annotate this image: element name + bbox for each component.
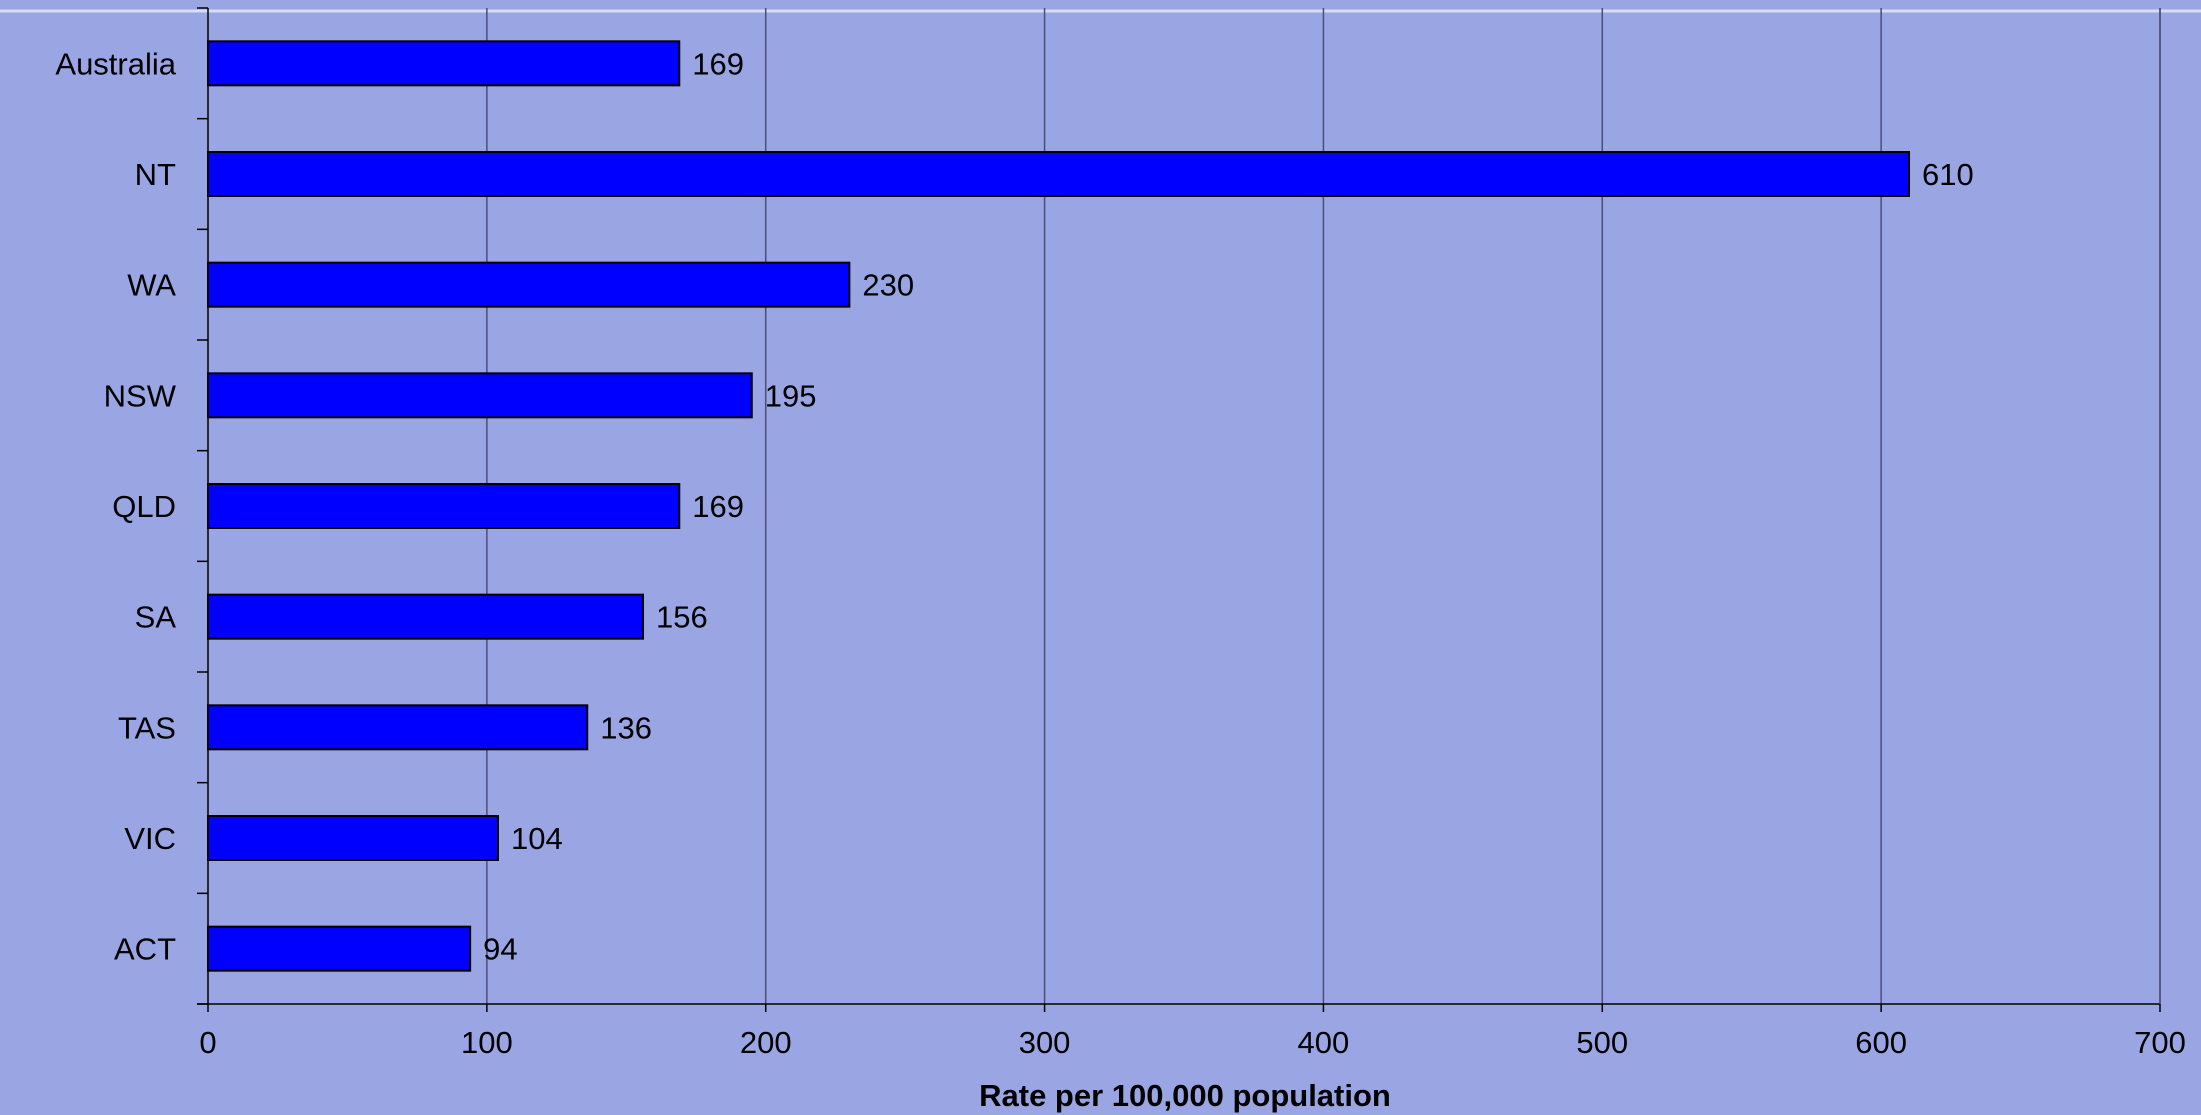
data-label: 94 [483, 932, 517, 967]
bar-tas [207, 704, 589, 751]
data-label: 136 [600, 710, 652, 745]
bar-wa [207, 261, 851, 308]
data-label: 104 [511, 821, 563, 856]
x-tick-label: 400 [1298, 1025, 1350, 1060]
x-tick-label: 100 [461, 1025, 513, 1060]
axes [197, 7, 2161, 1012]
x-tick-label: 700 [2134, 1025, 2186, 1060]
x-tick-label: 0 [199, 1025, 216, 1060]
category-label: SA [135, 600, 177, 635]
x-tick-label: 500 [1576, 1025, 1628, 1060]
x-tick-label: 600 [1855, 1025, 1907, 1060]
bar-vic [207, 815, 500, 861]
bar-nt [207, 151, 1911, 197]
data-label: 230 [862, 268, 914, 303]
bar-sa [207, 593, 645, 640]
category-label: Australia [55, 46, 176, 81]
category-label: VIC [124, 821, 176, 856]
bar-qld [207, 483, 681, 529]
x-axis-title: Rate per 100,000 population [979, 1078, 1391, 1113]
category-label: ACT [114, 932, 176, 967]
category-label: QLD [112, 489, 176, 524]
category-label: NSW [104, 378, 177, 413]
data-label: 610 [1922, 157, 1974, 192]
x-tick-label: 300 [1019, 1025, 1071, 1060]
data-label: 169 [692, 46, 744, 81]
data-label: 156 [656, 600, 708, 635]
data-label: 169 [692, 489, 744, 524]
bar-australia [207, 40, 681, 87]
data-label: 195 [765, 378, 817, 413]
bar-act [207, 925, 472, 972]
category-label: TAS [118, 710, 176, 745]
bar-nsw [207, 372, 753, 419]
labels: 0 100 200 300 400 500 600 700 Australia 169 NT 610 W… [55, 46, 2185, 1060]
x-tick-label: 200 [740, 1025, 792, 1060]
category-label: WA [127, 268, 176, 303]
category-label: NT [135, 157, 176, 192]
